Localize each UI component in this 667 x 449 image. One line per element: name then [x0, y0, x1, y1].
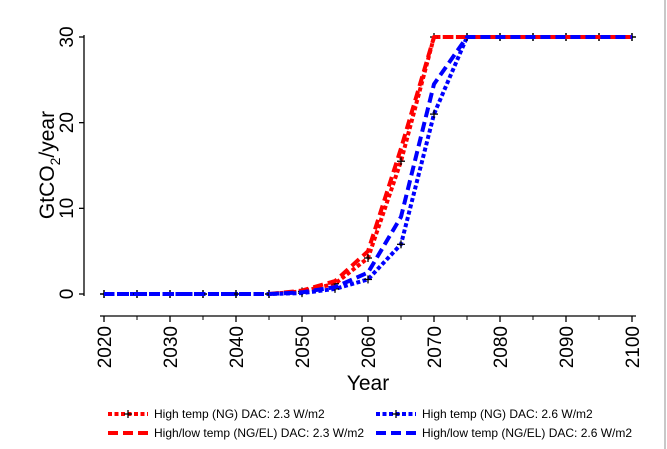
x-tick-label: 2050: [293, 326, 314, 368]
x-axis-title: Year: [347, 372, 389, 395]
x-tick-label: 2100: [623, 326, 644, 368]
x-tick-label: 2030: [161, 326, 182, 368]
axes: [83, 35, 636, 317]
series-3: [104, 35, 632, 296]
data-point: [430, 110, 438, 119]
data-point: [364, 254, 372, 263]
frame-border: [664, 0, 666, 449]
y-axis-title-main: GtCO: [36, 165, 59, 219]
x-tick-label: 2020: [95, 326, 116, 368]
legend-item: High/low temp (NG/EL) DAC: 2.6 W/m2: [376, 426, 632, 440]
legend-item: High temp (NG) DAC: 2.3 W/m2: [108, 407, 325, 421]
x-tick-label: 2040: [227, 326, 248, 368]
y-axis-title-unit: /year: [36, 111, 59, 158]
x-tick-label: 2080: [491, 326, 512, 368]
data-point: [397, 157, 405, 166]
y-tick-label: 10: [57, 198, 78, 219]
x-tick-label: 2060: [359, 326, 380, 368]
series-4: [104, 35, 632, 296]
data-point: [397, 240, 405, 249]
legend: High temp (NG) DAC: 2.3 W/m2 High temp (N…: [108, 407, 632, 440]
y-axis-title: GtCO2/year: [36, 111, 63, 219]
legend-item: High temp (NG) DAC: 2.6 W/m2: [376, 407, 593, 421]
legend-item: High/low temp (NG/EL) DAC: 2.3 W/m2: [108, 426, 364, 440]
y-tick-label: 30: [57, 26, 78, 47]
series-line: [104, 35, 632, 296]
series-1: [100, 33, 636, 298]
series-layer: [100, 33, 636, 298]
series-line: [104, 35, 632, 296]
y-axis-title-subscript: 2: [47, 157, 63, 165]
legend-label: High temp (NG) DAC: 2.3 W/m2: [154, 407, 325, 421]
x-tick-label: 2070: [425, 326, 446, 368]
legend-label: High/low temp (NG/EL) DAC: 2.3 W/m2: [154, 426, 364, 440]
x-tick-label: 2090: [557, 326, 578, 368]
series-2: [100, 33, 636, 298]
data-point: [364, 275, 372, 284]
legend-label: High/low temp (NG/EL) DAC: 2.6 W/m2: [422, 426, 632, 440]
y-tick-label: 0: [57, 289, 78, 300]
series-line: [104, 35, 632, 296]
legend-label: High temp (NG) DAC: 2.6 W/m2: [422, 407, 593, 421]
y-tick-label: 20: [57, 112, 78, 133]
